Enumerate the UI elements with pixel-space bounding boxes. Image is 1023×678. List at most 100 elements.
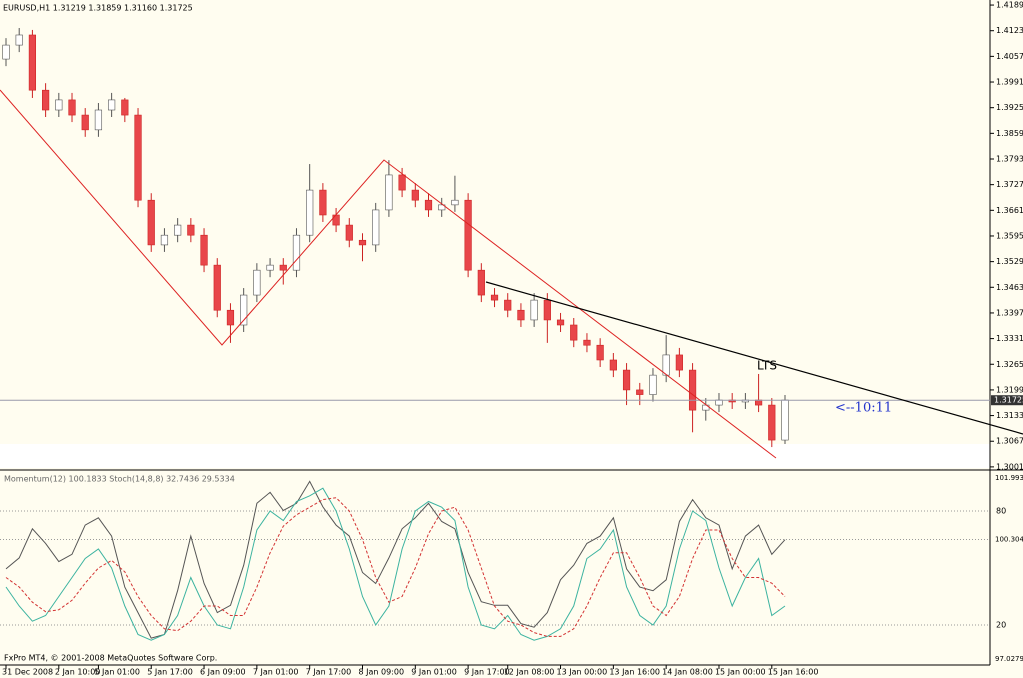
candle-body (517, 309, 525, 321)
candle-body (530, 299, 538, 321)
candle-body (253, 269, 261, 296)
candle-body (200, 234, 208, 266)
y-tick-label: 1.35290 (996, 257, 1023, 266)
candle-body (94, 109, 103, 131)
y-tick-label: 1.41890 (996, 1, 1023, 10)
candle-body (715, 399, 723, 406)
indicator-line (5, 497, 786, 637)
y-tick-label: 1.32650 (996, 360, 1023, 369)
x-tick-label: 5 Jan 01:00 (94, 668, 140, 677)
y-tick-label: 1.36610 (996, 206, 1023, 215)
x-tick-label: 9 Jan 01:00 (411, 668, 457, 677)
y-tick-label: 1.37930 (996, 154, 1023, 163)
candle-body (292, 234, 301, 271)
x-tick-label: 2 Jan 10:00 (55, 668, 101, 677)
y-tick-label: 1.31990 (996, 385, 1023, 394)
footer: FxPro MT4, © 2001-2008 MetaQuotes Softwa… (4, 654, 217, 663)
candle-body (372, 209, 380, 246)
indicator-line (5, 487, 786, 641)
candle-body (543, 299, 551, 321)
candle-body (636, 389, 644, 395)
y-tick-label: 1.30010 (996, 462, 1023, 471)
y-tick-label: 1.33970 (996, 308, 1023, 317)
y-tick-label: 1.30670 (996, 437, 1023, 446)
candle-body (451, 199, 459, 206)
x-tick-label: 12 Jan 08:00 (504, 668, 555, 677)
candle-body (121, 99, 129, 116)
y-tick-label: 1.41230 (996, 26, 1023, 35)
y-tick-label: 1.34630 (996, 283, 1023, 292)
indicator-line (5, 480, 786, 639)
candle-body (2, 44, 10, 60)
candle-body (490, 294, 499, 301)
candle-body (147, 199, 155, 246)
annotation-time: <--10:11 (835, 401, 892, 416)
current-price-box (991, 395, 1023, 406)
candle-body (662, 354, 670, 376)
y2-tick-label: 101.993 (995, 474, 1023, 482)
candle-body (187, 224, 195, 236)
candle-body (81, 114, 89, 131)
y2-tick-label: 97.0279 (995, 655, 1023, 663)
annotation-lts: LTS (757, 359, 777, 373)
candle-body (411, 189, 419, 201)
candle-body (754, 399, 763, 406)
candle-body (28, 34, 37, 91)
candle-body (570, 324, 578, 341)
candle-body (319, 189, 327, 216)
x-tick-label: 15 Jan 00:00 (715, 668, 766, 677)
candle-body (649, 374, 657, 395)
candle-body (688, 369, 697, 411)
candle-body (55, 99, 63, 111)
y-tick-label: 1.33310 (996, 334, 1023, 343)
indicator-title: Momentum(12) 100.1833 Stoch(14,8,8) 32.7… (4, 475, 235, 484)
y-tick-label: 1.40570 (996, 52, 1023, 61)
candle-body (385, 174, 393, 211)
y-tick-label: 1.37270 (996, 180, 1023, 189)
candle-body (477, 269, 485, 296)
x-tick-label: 13 Jan 00:00 (557, 668, 608, 677)
candle-body (108, 99, 116, 111)
candle-body (345, 224, 353, 241)
y-tick-label: 20 (996, 621, 1006, 630)
x-tick-label: 8 Jan 09:00 (358, 668, 404, 677)
x-tick-label: 9 Jan 17:00 (464, 668, 510, 677)
candle-body (609, 359, 617, 371)
candle-body (279, 264, 287, 271)
candle-body (15, 34, 23, 46)
candle-body (504, 299, 512, 311)
chart-title: EURUSD,H1 1.31219 1.31859 1.31160 1.3172… (3, 4, 193, 13)
y-tick-label: 1.38590 (996, 129, 1023, 138)
candle-body (240, 294, 248, 326)
x-tick-label: 14 Jan 08:00 (662, 668, 713, 677)
candle-body (768, 404, 776, 441)
x-tick-label: 5 Jan 17:00 (147, 668, 193, 677)
panel-band (0, 444, 990, 468)
candle-body (160, 234, 169, 246)
candle-body (134, 114, 142, 201)
candle-body (675, 354, 683, 371)
candle-body (42, 89, 50, 111)
candle-body (596, 344, 604, 361)
y-tick-label: 1.39910 (996, 78, 1023, 87)
y2-tick-label: 100.3048 (995, 536, 1023, 544)
trend-line-black (485, 281, 1023, 435)
candle-body (398, 174, 406, 191)
candle-body (226, 309, 235, 326)
candle-body (332, 214, 340, 226)
candle-body (622, 369, 631, 391)
candle-body (358, 239, 367, 246)
x-tick-label: 31 Dec 2008 (2, 668, 53, 677)
y-tick-label: 1.35950 (996, 231, 1023, 240)
candle-body (424, 199, 433, 211)
y-tick-label: 80 (996, 507, 1006, 516)
candle-body (583, 339, 591, 346)
candle-body (306, 189, 314, 236)
y-tick-label: 1.39250 (996, 103, 1023, 112)
x-tick-label: 7 Jan 17:00 (306, 668, 352, 677)
x-tick-label: 15 Jan 16:00 (768, 668, 819, 677)
